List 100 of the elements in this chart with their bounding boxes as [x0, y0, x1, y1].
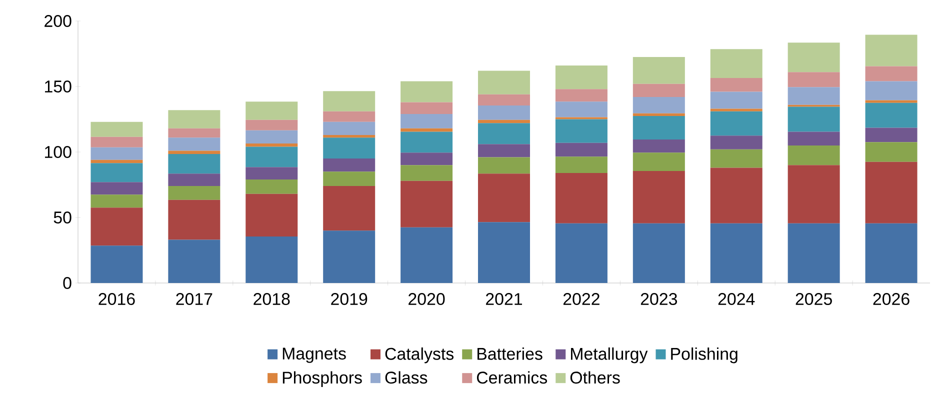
bar	[168, 128, 220, 138]
x-tick-label: 2020	[408, 293, 445, 306]
y-tick-label: 150	[45, 80, 72, 92]
bar	[246, 194, 298, 236]
legend-label: Metallurgy	[571, 347, 648, 364]
bar	[400, 227, 453, 283]
bar	[865, 66, 918, 82]
x-tick-label: 2025	[796, 293, 832, 306]
bar	[90, 136, 143, 148]
bar	[323, 134, 376, 138]
bar	[246, 130, 298, 144]
bar	[90, 194, 143, 208]
bar	[323, 172, 376, 186]
bar	[478, 157, 530, 174]
x-tick-label: 2024	[718, 293, 755, 306]
bar	[168, 186, 220, 200]
bar	[865, 100, 918, 103]
bar	[168, 200, 220, 240]
bar	[168, 240, 220, 283]
bar	[400, 102, 453, 114]
bar	[168, 174, 220, 186]
bar	[632, 223, 685, 283]
bar	[555, 223, 608, 283]
bar	[555, 172, 608, 224]
bar	[323, 158, 376, 172]
bar	[246, 180, 298, 194]
bar	[246, 167, 298, 180]
bar	[710, 223, 762, 283]
bar	[246, 143, 298, 147]
bar	[400, 81, 453, 102]
bar	[710, 168, 762, 224]
legend-label: Others	[570, 371, 620, 384]
bar	[90, 182, 143, 195]
bar	[323, 186, 376, 231]
bar	[632, 84, 685, 97]
bar	[865, 223, 918, 283]
bar	[788, 42, 840, 72]
bar	[788, 165, 840, 224]
bar	[400, 114, 453, 128]
bar	[865, 81, 918, 100]
bar	[478, 144, 530, 158]
x-tick-label: 2019	[331, 293, 368, 306]
y-tick-label: 0	[63, 277, 72, 290]
bar	[246, 146, 298, 168]
bar	[788, 106, 840, 132]
bar	[478, 120, 530, 124]
bar	[168, 110, 220, 128]
x-tick-label: 2021	[486, 293, 522, 306]
bar	[555, 119, 608, 143]
bar	[400, 152, 453, 166]
bar	[788, 223, 840, 283]
bar	[632, 57, 685, 84]
bar	[246, 102, 298, 120]
bar	[632, 170, 685, 224]
x-tick-label: 2026	[873, 293, 910, 306]
bar	[400, 180, 453, 228]
legend-label: Phosphors	[282, 371, 362, 387]
bar	[555, 156, 608, 173]
bar	[478, 222, 530, 283]
bar	[710, 149, 762, 168]
bar	[555, 89, 608, 102]
bar	[478, 70, 530, 94]
bar	[865, 102, 918, 128]
legend-label: Catalysts	[385, 347, 454, 364]
bar	[788, 72, 840, 88]
bar	[323, 122, 376, 135]
bar	[788, 145, 840, 166]
bar	[788, 132, 840, 146]
bar	[710, 111, 762, 136]
bar	[478, 174, 530, 222]
bar	[555, 66, 608, 90]
bar	[90, 208, 143, 246]
x-tick-label: 2018	[254, 293, 290, 306]
bar	[478, 123, 530, 144]
x-tick-label: 2016	[98, 293, 135, 306]
x-tick-label: 2023	[640, 293, 677, 306]
legend-label: Batteries	[478, 347, 542, 360]
legend-label: Magnets	[282, 348, 346, 363]
x-tick-label: 2017	[176, 293, 212, 306]
bar	[400, 165, 453, 181]
bar	[555, 142, 608, 157]
bar	[865, 142, 918, 162]
bar	[865, 34, 918, 66]
bar	[323, 230, 376, 283]
y-tick-label: 100	[45, 146, 72, 158]
legend-label: Glass	[385, 371, 428, 384]
bar	[323, 138, 376, 159]
bar	[323, 91, 376, 112]
bar	[400, 132, 453, 153]
bar	[632, 116, 685, 140]
bar	[632, 113, 685, 116]
bar	[400, 128, 453, 132]
bar	[710, 136, 762, 150]
bar	[788, 87, 840, 105]
y-tick-label: 50	[54, 212, 72, 224]
bar	[865, 162, 918, 224]
y-tick-label: 200	[44, 15, 72, 27]
legend-label: Ceramics	[476, 371, 548, 384]
x-tick-label: 2022	[563, 293, 600, 306]
bar	[168, 154, 220, 174]
